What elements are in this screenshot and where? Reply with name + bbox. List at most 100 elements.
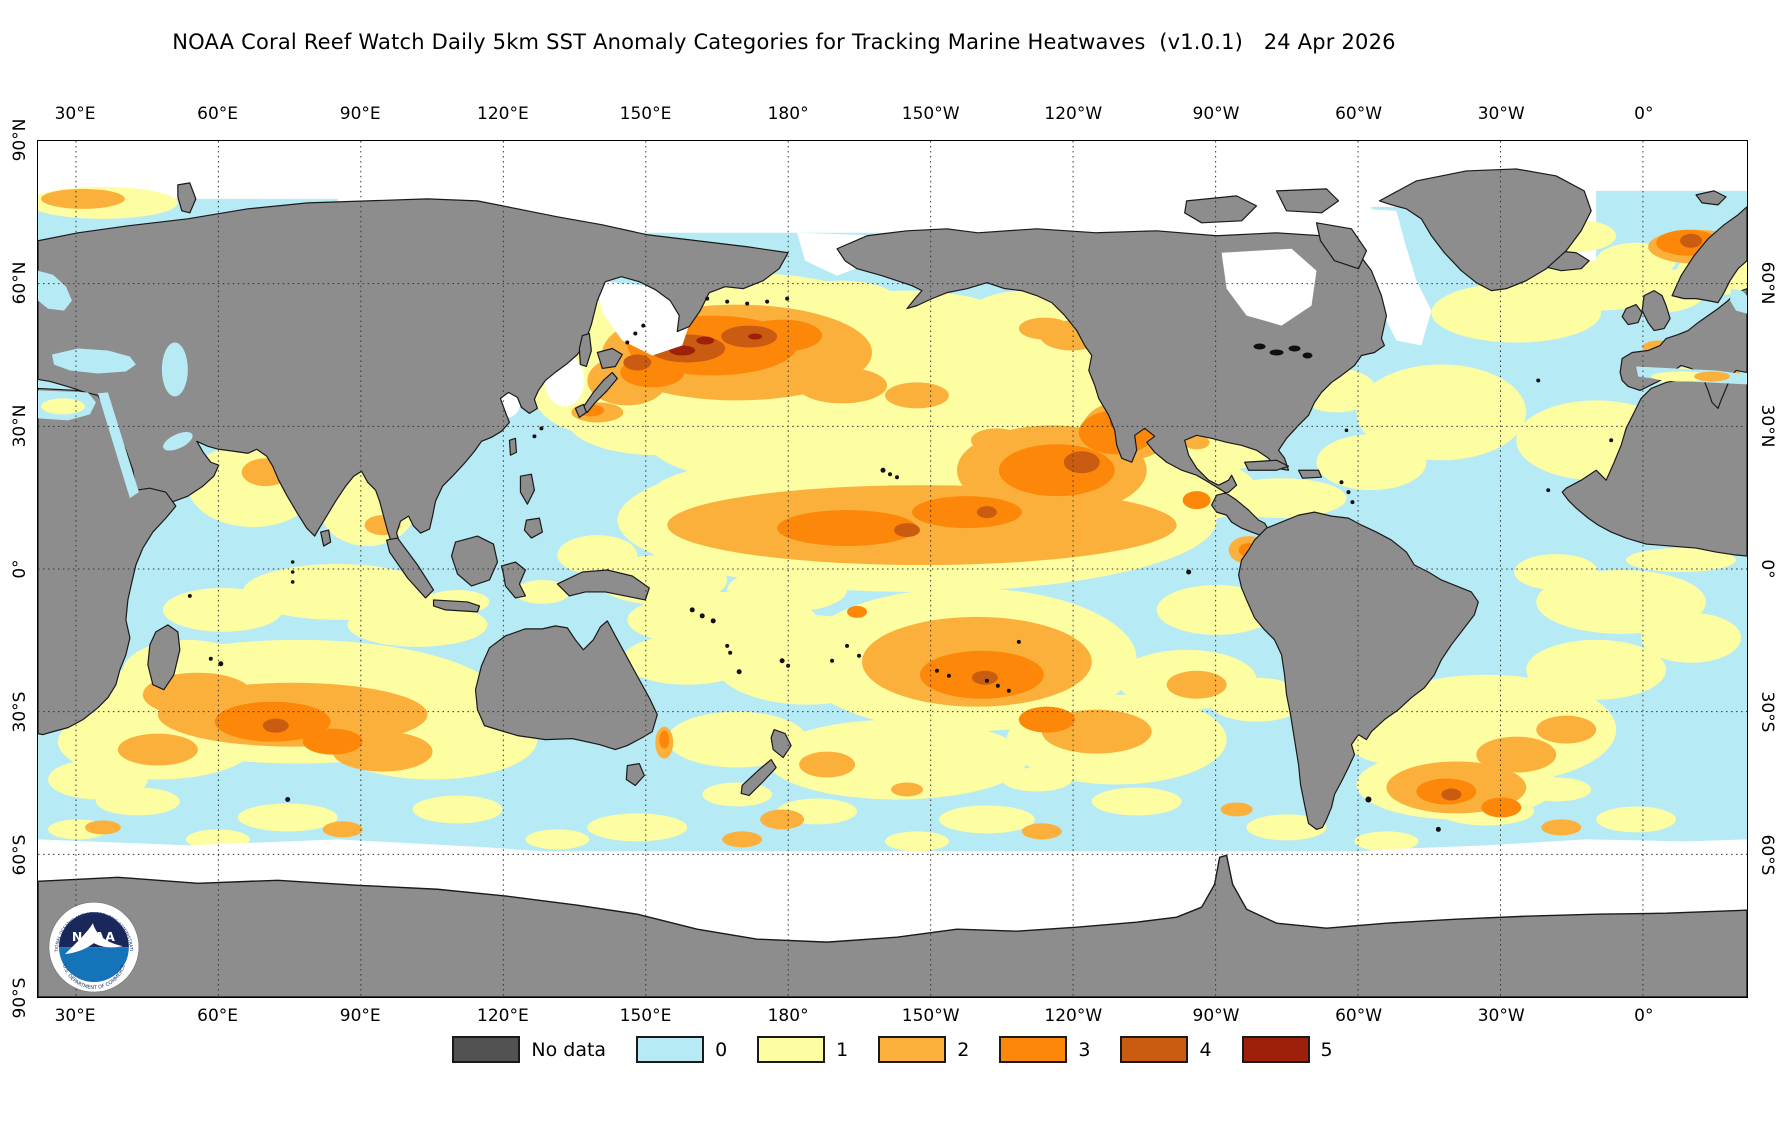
land-sumatra	[385, 537, 435, 599]
legend-swatch	[1241, 1036, 1310, 1063]
legend-label: 2	[957, 1038, 970, 1061]
anomaly-category5-blobs	[669, 333, 763, 356]
land-svalbard	[1695, 190, 1727, 206]
legend-entry: 2	[878, 1036, 969, 1063]
mediterranean-anomaly-1	[1651, 371, 1712, 382]
legend-swatch	[757, 1036, 826, 1063]
graticule	[38, 141, 1747, 997]
lon-tick-bottom: 180°	[767, 1006, 809, 1026]
land-arctic-islands-2	[1275, 188, 1340, 214]
land-australia	[474, 620, 658, 751]
legend-swatch	[1120, 1036, 1189, 1063]
legend-label: No data	[531, 1038, 607, 1061]
land-borneo	[450, 535, 499, 587]
land-baffin	[1315, 222, 1368, 270]
legend-label: 3	[1078, 1038, 1091, 1061]
lon-tick-bottom: 30°W	[1477, 1006, 1525, 1026]
land-taiwan	[508, 437, 518, 456]
legend-entry: 1	[757, 1036, 848, 1063]
land-madagascar	[147, 624, 181, 691]
logo-gull-icon	[64, 923, 123, 955]
land-nz-south	[740, 758, 777, 797]
lon-tick-top: 150°W	[901, 104, 960, 124]
land-greenland	[1378, 168, 1592, 292]
lon-tick-bottom: 150°E	[619, 1006, 672, 1026]
land-kyushu	[574, 403, 587, 418]
world-map-frame: NOAA NATIONAL OCEANIC AND ATMOSPHERIC AD…	[37, 140, 1748, 998]
page-title: NOAA Coral Reef Watch Daily 5km SST Anom…	[172, 30, 1396, 54]
lat-tick-left: 30°N	[10, 404, 30, 448]
lat-tick-left: 30°S	[10, 691, 30, 733]
lon-tick-bottom: 120°W	[1044, 1006, 1103, 1026]
legend-swatch	[878, 1036, 947, 1063]
legend-entry: 4	[1120, 1036, 1212, 1063]
land-sakhalin	[578, 332, 592, 368]
baltic-sea-right	[1730, 288, 1747, 314]
lon-tick-top: 120°E	[477, 104, 529, 124]
land-tasmania	[625, 762, 645, 787]
lon-tick-bottom: 60°E	[197, 1006, 239, 1026]
legend-entry: 3	[999, 1036, 1090, 1063]
land-luzon	[519, 473, 536, 505]
land-arctic-islands	[1184, 195, 1258, 224]
logo-sea	[58, 947, 129, 983]
east-med-anomaly	[40, 398, 85, 415]
legend-label: 4	[1199, 1038, 1212, 1061]
lat-tick-left: 90°S	[10, 977, 30, 1019]
category-legend: No data 0 1 2 3 4 5	[37, 1036, 1748, 1063]
legend-swatch	[452, 1036, 521, 1063]
caspian-sea	[161, 342, 188, 397]
logo-agency-text: NOAA	[72, 929, 116, 944]
lat-tick-left: 60°S	[10, 834, 30, 876]
legend-entry: 5	[1241, 1036, 1333, 1063]
land-hokkaido	[596, 347, 623, 370]
mediterranean-anomaly-2	[1694, 371, 1731, 382]
lon-tick-bottom: 90°W	[1192, 1006, 1240, 1026]
lat-tick-right: 60°N	[1757, 261, 1777, 305]
lat-tick-right: 60°S	[1757, 834, 1777, 876]
hudson-bay	[1221, 248, 1317, 326]
inland-waters	[38, 248, 1747, 499]
land-antarctica	[38, 854, 1747, 997]
lon-tick-bottom: 90°E	[339, 1006, 381, 1026]
lon-tick-top: 30°W	[1477, 104, 1525, 124]
land-eurasia	[38, 198, 789, 568]
legend-swatch	[999, 1036, 1068, 1063]
land-nz-north	[770, 729, 792, 759]
noaa-logo: NOAA NATIONAL OCEANIC AND ATMOSPHERIC AD…	[47, 898, 140, 993]
lon-tick-top: 150°E	[619, 104, 672, 124]
land-scandinavia	[1671, 206, 1747, 304]
land-sri-lanka	[320, 529, 332, 547]
land-sulawesi	[500, 561, 527, 599]
lon-tick-top: 0°	[1634, 104, 1654, 124]
legend-swatch	[636, 1036, 705, 1063]
land-cuba	[1243, 459, 1290, 471]
great-lakes	[1253, 343, 1313, 359]
legend-label: 5	[1320, 1038, 1333, 1061]
land-ireland	[1621, 304, 1643, 326]
land-java	[432, 599, 481, 613]
legend-label: 0	[715, 1038, 728, 1061]
lat-tick-right: 30°N	[1757, 404, 1777, 448]
lat-tick-left: 60°N	[10, 261, 30, 305]
legend-entry: No data	[452, 1036, 606, 1063]
lon-tick-bottom: 0°	[1634, 1006, 1654, 1026]
lon-tick-top: 60°W	[1335, 104, 1383, 124]
lon-tick-top: 120°W	[1044, 104, 1103, 124]
land-mindanao	[523, 517, 544, 539]
world-map: NOAA NATIONAL OCEANIC AND ATMOSPHERIC AD…	[38, 141, 1747, 997]
land-britain	[1641, 290, 1671, 332]
lon-tick-bottom: 150°W	[901, 1006, 960, 1026]
small-islands	[187, 296, 1614, 832]
lon-tick-top: 90°E	[339, 104, 381, 124]
lon-tick-bottom: 60°W	[1335, 1006, 1383, 1026]
lat-tick-left: 90°N	[10, 118, 30, 162]
land-africa-west	[1561, 374, 1747, 557]
legend-entry: 0	[636, 1036, 727, 1063]
lon-tick-bottom: 120°E	[477, 1006, 529, 1026]
baltic-sea-left	[38, 270, 72, 311]
lon-tick-top: 180°	[767, 104, 809, 124]
land-honshu	[581, 371, 618, 413]
land-hispaniola	[1297, 469, 1323, 479]
